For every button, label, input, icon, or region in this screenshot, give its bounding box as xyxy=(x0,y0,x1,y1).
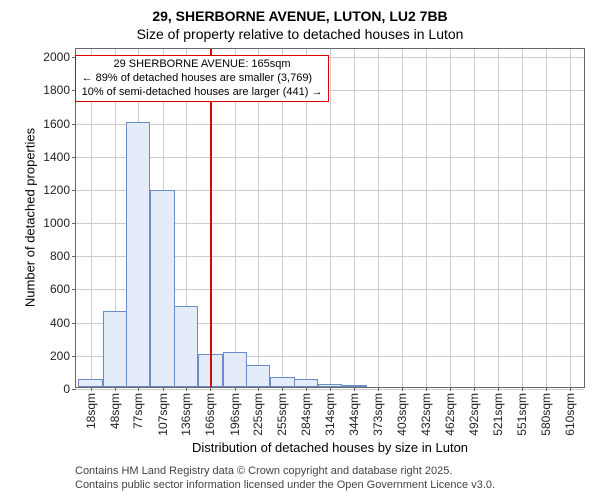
chart-title-2: Size of property relative to detached ho… xyxy=(0,26,600,42)
xtick-label: 18sqm xyxy=(84,393,98,429)
ytick-label: 400 xyxy=(50,316,70,330)
xtick-mark xyxy=(450,387,451,391)
ytick-mark xyxy=(72,323,76,324)
histogram-bar xyxy=(223,352,247,387)
histogram-bar xyxy=(174,306,198,387)
grid-line xyxy=(522,49,523,387)
annotation-line: 29 SHERBORNE AVENUE: 165sqm xyxy=(82,58,323,72)
grid-line xyxy=(330,49,331,387)
ytick-label: 600 xyxy=(50,282,70,296)
ytick-mark xyxy=(72,389,76,390)
ytick-label: 2000 xyxy=(43,50,70,64)
histogram-bar xyxy=(318,384,342,387)
xtick-mark xyxy=(474,387,475,391)
xtick-mark xyxy=(138,387,139,391)
grid-line xyxy=(378,49,379,387)
grid-line xyxy=(570,49,571,387)
xtick-label: 107sqm xyxy=(156,393,170,436)
xtick-mark xyxy=(330,387,331,391)
grid-line xyxy=(354,49,355,387)
xtick-label: 48sqm xyxy=(108,393,122,429)
ytick-mark xyxy=(72,289,76,290)
xtick-mark xyxy=(354,387,355,391)
plot-area: 020040060080010001200140016001800200018s… xyxy=(75,48,585,388)
xtick-label: 284sqm xyxy=(299,393,313,436)
chart-title-1: 29, SHERBORNE AVENUE, LUTON, LU2 7BB xyxy=(0,8,600,24)
histogram-bar xyxy=(270,377,294,387)
grid-line xyxy=(402,49,403,387)
xtick-label: 580sqm xyxy=(539,393,553,436)
chart-container: 29, SHERBORNE AVENUE, LUTON, LU2 7BB Siz… xyxy=(0,0,600,500)
xtick-label: 77sqm xyxy=(131,393,145,429)
xtick-label: 166sqm xyxy=(203,393,217,436)
ytick-mark xyxy=(72,190,76,191)
ytick-label: 0 xyxy=(63,382,70,396)
xtick-mark xyxy=(546,387,547,391)
ytick-label: 1200 xyxy=(43,183,70,197)
xtick-mark xyxy=(210,387,211,391)
xtick-mark xyxy=(498,387,499,391)
ytick-mark xyxy=(72,356,76,357)
ytick-label: 1000 xyxy=(43,216,70,230)
grid-line xyxy=(498,49,499,387)
ytick-mark xyxy=(72,256,76,257)
xtick-label: 136sqm xyxy=(179,393,193,436)
xtick-label: 314sqm xyxy=(323,393,337,436)
ytick-label: 800 xyxy=(50,249,70,263)
xtick-label: 225sqm xyxy=(251,393,265,436)
histogram-bar xyxy=(342,385,366,387)
xtick-mark xyxy=(186,387,187,391)
histogram-bar xyxy=(103,311,127,387)
xtick-mark xyxy=(115,387,116,391)
histogram-bar xyxy=(246,365,270,387)
xtick-label: 610sqm xyxy=(563,393,577,436)
xtick-label: 196sqm xyxy=(228,393,242,436)
histogram-bar xyxy=(78,379,102,387)
xtick-mark xyxy=(306,387,307,391)
ytick-label: 1400 xyxy=(43,150,70,164)
ytick-mark xyxy=(72,157,76,158)
xtick-mark xyxy=(163,387,164,391)
grid-line xyxy=(450,49,451,387)
xtick-label: 403sqm xyxy=(395,393,409,436)
xtick-mark xyxy=(522,387,523,391)
xtick-label: 432sqm xyxy=(419,393,433,436)
annotation-line: ← 89% of detached houses are smaller (3,… xyxy=(82,72,323,86)
histogram-bar xyxy=(150,190,174,387)
grid-line xyxy=(474,49,475,387)
xtick-mark xyxy=(570,387,571,391)
y-axis-label: Number of detached properties xyxy=(23,118,38,318)
xtick-label: 344sqm xyxy=(347,393,361,436)
xtick-mark xyxy=(282,387,283,391)
xtick-label: 492sqm xyxy=(467,393,481,436)
grid-line xyxy=(426,49,427,387)
xtick-mark xyxy=(235,387,236,391)
histogram-bar xyxy=(294,379,318,387)
histogram-bar xyxy=(126,122,150,387)
xtick-mark xyxy=(426,387,427,391)
ytick-label: 1600 xyxy=(43,117,70,131)
annotation-box: 29 SHERBORNE AVENUE: 165sqm← 89% of deta… xyxy=(75,55,330,102)
xtick-mark xyxy=(402,387,403,391)
ytick-label: 200 xyxy=(50,349,70,363)
xtick-label: 462sqm xyxy=(443,393,457,436)
ytick-mark xyxy=(72,124,76,125)
xtick-label: 255sqm xyxy=(275,393,289,436)
ytick-label: 1800 xyxy=(43,83,70,97)
xtick-mark xyxy=(378,387,379,391)
annotation-line: 10% of semi-detached houses are larger (… xyxy=(82,86,323,100)
xtick-mark xyxy=(91,387,92,391)
x-axis-label: Distribution of detached houses by size … xyxy=(75,440,585,455)
grid-line xyxy=(546,49,547,387)
xtick-mark xyxy=(258,387,259,391)
xtick-label: 373sqm xyxy=(371,393,385,436)
ytick-mark xyxy=(72,223,76,224)
footer-line-2: Contains public sector information licen… xyxy=(75,479,495,491)
xtick-label: 551sqm xyxy=(515,393,529,436)
xtick-label: 521sqm xyxy=(491,393,505,436)
footer-line-1: Contains HM Land Registry data © Crown c… xyxy=(75,465,452,477)
